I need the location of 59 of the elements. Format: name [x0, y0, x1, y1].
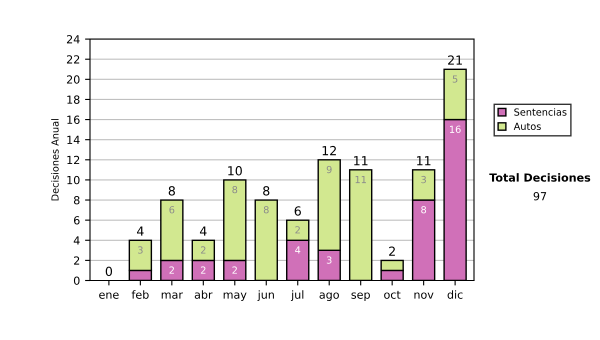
y-tick-label: 24	[66, 35, 80, 44]
data-label: 9	[326, 166, 332, 174]
data-label: 3	[138, 246, 143, 254]
text: 97	[534, 192, 546, 200]
data-label: 2	[200, 266, 206, 274]
total-label: 4	[136, 226, 144, 236]
x-tick-label: dic	[448, 290, 463, 299]
y-tick-label: 18	[67, 95, 80, 104]
data-label: 16	[450, 126, 461, 133]
data-label: 8	[421, 206, 426, 214]
y-tick-label: 2	[74, 256, 80, 265]
y-tick-label: 6	[74, 216, 80, 225]
x-tick-label: mar	[162, 292, 183, 299]
x-tick-label: ago	[320, 292, 339, 301]
y-tick-label: 16	[67, 116, 80, 124]
y-axis-title: Decisiones Anual	[51, 119, 59, 200]
legend-label: Sentencias	[514, 108, 567, 116]
data-label: 8	[264, 206, 269, 214]
x-tick-label: jul	[290, 290, 304, 301]
y-tick-label: 10	[67, 176, 80, 184]
y-tick-label: 14	[67, 136, 80, 144]
data-label: 2	[295, 226, 300, 234]
total-label: 11	[354, 156, 368, 166]
total-label: 21	[448, 55, 462, 65]
total-label: 12	[322, 146, 336, 156]
data-label: 4	[295, 246, 300, 254]
data-label: 3	[326, 256, 332, 264]
total-label: 11	[417, 156, 430, 166]
x-tick-label: oct	[384, 290, 401, 299]
data-label: 2	[232, 266, 237, 274]
y-tick-label: 22	[66, 55, 80, 64]
x-tick-label: abr	[194, 290, 213, 299]
y-tick-label: 0	[74, 276, 80, 285]
data-label: 2	[200, 246, 206, 254]
text: Total Decisiones	[489, 173, 590, 182]
y-tick-label: 4	[74, 236, 80, 244]
total-label: 8	[263, 186, 270, 196]
data-label: 6	[169, 206, 174, 214]
x-tick-label: sep	[351, 292, 370, 301]
data-label: 8	[232, 186, 238, 194]
total-label: 8	[168, 186, 175, 196]
x-tick-label: nov	[414, 292, 434, 299]
x-tick-label: ene	[99, 292, 119, 299]
total-label: 2	[389, 246, 395, 256]
y-tick-label: 8	[74, 196, 80, 204]
legend-label: Autos	[514, 122, 541, 130]
total-label: 4	[200, 226, 207, 236]
data-label: 3	[421, 176, 426, 184]
x-tick-label: may	[224, 292, 247, 301]
data-label: 5	[452, 75, 458, 83]
y-tick-label: 20	[66, 75, 80, 84]
total-label: 6	[294, 206, 301, 216]
data-label: 2	[169, 266, 174, 274]
data-label: 11	[356, 176, 366, 184]
x-tick-label: feb	[132, 290, 149, 299]
total-label: 0	[106, 266, 112, 276]
y-tick-label: 12	[67, 156, 80, 164]
x-tick-label: jun	[257, 290, 274, 301]
total-label: 10	[228, 166, 242, 176]
